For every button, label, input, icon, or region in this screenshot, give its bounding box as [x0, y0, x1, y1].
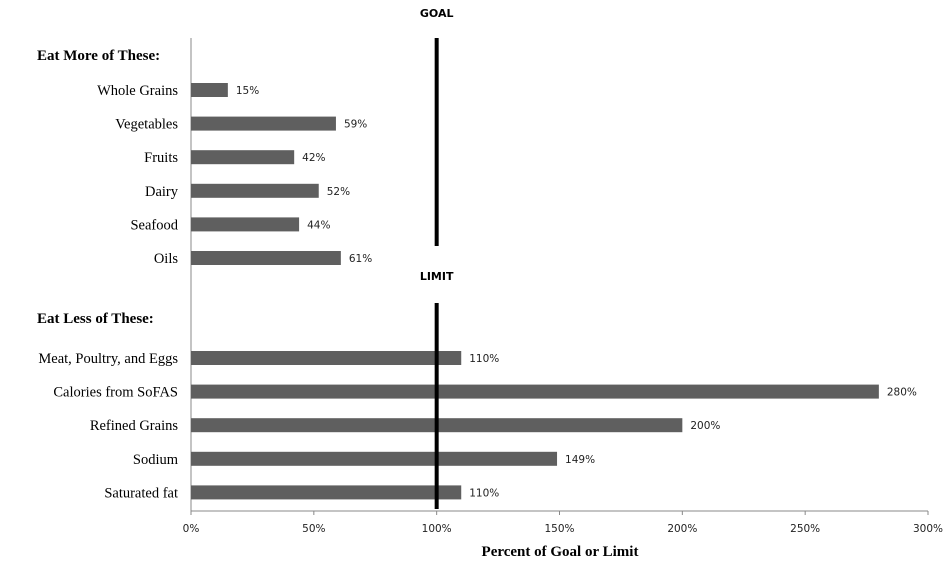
bar — [191, 150, 295, 165]
category-label: Sodium — [133, 452, 179, 468]
data-label: 44% — [307, 219, 330, 231]
bar — [191, 351, 462, 365]
bar — [191, 251, 341, 265]
x-tick-label: 200% — [667, 523, 697, 535]
bar — [191, 384, 879, 399]
category-label: Dairy — [145, 184, 179, 200]
category-label: Oils — [154, 251, 179, 267]
bar — [191, 485, 462, 500]
category-label: Saturated fat — [104, 485, 178, 501]
x-tick-label: 150% — [544, 523, 574, 535]
group-heading: Eat Less of These: — [37, 311, 154, 327]
x-tick-label: 250% — [790, 523, 820, 535]
bar — [191, 116, 336, 131]
data-label: 59% — [344, 119, 367, 131]
group-heading: Eat More of These: — [37, 48, 160, 64]
category-label: Meat, Poultry, and Eggs — [38, 351, 178, 367]
data-label: 280% — [887, 387, 917, 399]
bar — [191, 83, 228, 97]
x-axis-title: Percent of Goal or Limit — [482, 544, 639, 560]
x-tick-label: 100% — [422, 523, 452, 535]
x-tick-label: 50% — [302, 523, 325, 535]
bar — [191, 217, 300, 232]
chart-labels: Eat More of These: Whole Grains 15% Vegetab… — [37, 48, 917, 501]
category-label: Vegetables — [115, 117, 178, 133]
category-label: Calories from SoFAS — [53, 385, 178, 401]
data-label: 61% — [349, 253, 372, 265]
chart-axes: 0% 50% 100% 150% 200% 250% 300% — [183, 38, 943, 535]
data-label: 110% — [469, 353, 499, 365]
data-label: 52% — [327, 186, 350, 198]
data-label: 200% — [690, 420, 720, 432]
bar — [191, 183, 319, 198]
data-label: 15% — [236, 85, 259, 97]
chart-reference-lines: GOAL LIMIT — [420, 7, 454, 509]
reference-label: LIMIT — [420, 270, 454, 283]
category-label: Whole Grains — [97, 83, 178, 99]
reference-label: GOAL — [420, 7, 454, 20]
data-label: 110% — [469, 487, 499, 499]
category-label: Seafood — [130, 217, 178, 233]
x-tick-label: 0% — [183, 523, 200, 535]
category-label: Refined Grains — [90, 418, 179, 434]
data-label: 149% — [565, 454, 595, 466]
category-label: Fruits — [144, 150, 178, 166]
chart-bars — [191, 83, 879, 500]
bar — [191, 451, 558, 466]
x-tick-label: 300% — [913, 523, 943, 535]
data-label: 42% — [302, 152, 325, 164]
